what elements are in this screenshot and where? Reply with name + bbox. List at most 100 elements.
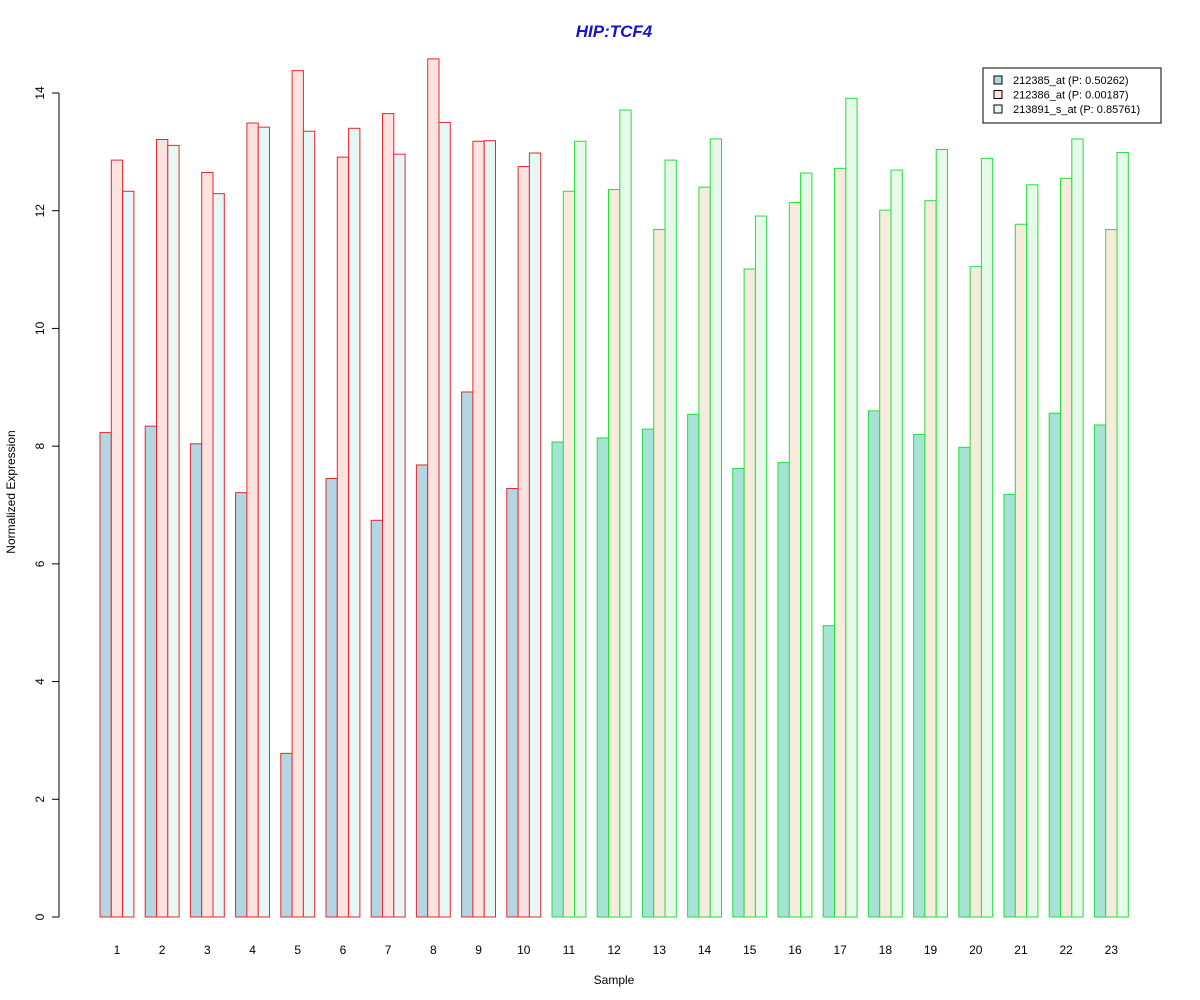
- bar-series-2: [1060, 177, 1073, 918]
- bar-series-1: [777, 462, 790, 918]
- bar-series-2: [1014, 223, 1028, 918]
- bar-series-1: [913, 433, 926, 918]
- x-tick-label: 9: [475, 943, 482, 957]
- bar-series-3: [574, 140, 587, 918]
- bar-series-3: [348, 127, 361, 918]
- x-tick-label: 4: [249, 943, 256, 957]
- bar-series-1: [551, 441, 564, 918]
- bar-series-3: [1116, 151, 1129, 918]
- x-tick-label: 2: [159, 943, 166, 957]
- x-tick-label: 10: [517, 943, 531, 957]
- bar-series-1: [415, 464, 429, 918]
- bar-series-1: [1048, 412, 1061, 918]
- bar-series-1: [958, 446, 971, 918]
- bar-series-2: [472, 140, 485, 918]
- bar-series-2: [110, 159, 124, 918]
- y-tick-label: 10: [33, 321, 47, 335]
- bar-series-2: [562, 190, 576, 918]
- bar-series-2: [788, 201, 802, 918]
- x-tick-label: 14: [698, 943, 712, 957]
- bar-series-2: [156, 138, 169, 918]
- bar-series-3: [438, 121, 451, 918]
- x-axis-labels: 1 2 3 4 5 6 7 8 9 10 11 12 13 14 15 16 17 18 19 20 21 22 23: [114, 943, 1119, 957]
- bar-series-3: [302, 130, 316, 918]
- legend-swatch: [993, 104, 1003, 114]
- x-tick-label: 16: [788, 943, 802, 957]
- bar-series-1: [1093, 424, 1107, 918]
- bar-series-2: [743, 268, 756, 918]
- bar-series-2: [201, 171, 214, 918]
- sample-group: [867, 169, 903, 918]
- sample-group: [235, 122, 271, 918]
- bar-series-2: [653, 229, 666, 918]
- x-tick-label: 21: [1014, 943, 1028, 957]
- sample-group: [325, 127, 361, 918]
- bar-series-3: [528, 152, 542, 918]
- bar-series-3: [935, 149, 949, 918]
- x-tick-label: 20: [969, 943, 983, 957]
- sample-group: [822, 97, 858, 918]
- bar-series-1: [280, 752, 293, 918]
- bar-series-2: [879, 209, 892, 918]
- legend: 212385_at (P: 0.50262) 212386_at (P: 0.00…: [982, 67, 1162, 124]
- bar-series-3: [257, 126, 271, 918]
- bar-series-1: [867, 410, 881, 918]
- bar-series-3: [619, 109, 632, 918]
- bar-series-3: [1026, 184, 1039, 918]
- sample-group: [596, 109, 632, 918]
- x-tick-label: 17: [833, 943, 847, 957]
- y-tick-label: 8: [33, 442, 47, 449]
- bar-series-3: [980, 157, 994, 918]
- bar-series-3: [1071, 138, 1084, 918]
- x-tick-label: 22: [1059, 943, 1073, 957]
- legend-box: [982, 67, 1162, 124]
- bar-series-1: [235, 492, 248, 918]
- bar-series-3: [122, 190, 135, 918]
- bar-series-3: [709, 138, 723, 918]
- y-tick-label: 14: [33, 86, 47, 100]
- sample-group: [913, 149, 949, 918]
- y-tick-label: 12: [33, 204, 47, 218]
- bar-series-1: [325, 478, 338, 918]
- bar-series-2: [698, 186, 711, 918]
- x-tick-label: 5: [294, 943, 301, 957]
- sample-group: [958, 157, 994, 918]
- bar-series-3: [393, 153, 406, 918]
- bar-series-2: [834, 167, 847, 918]
- sample-group: [687, 138, 723, 918]
- x-tick-label: 15: [743, 943, 757, 957]
- legend-swatch: [993, 90, 1003, 99]
- sample-group: [415, 58, 451, 918]
- sample-group: [551, 140, 587, 918]
- x-tick-label: 12: [607, 943, 621, 957]
- x-tick-label: 3: [204, 943, 211, 957]
- bar-series-2: [608, 189, 621, 918]
- y-tick-label: 4: [33, 678, 47, 685]
- legend-label: 213891_s_at (P: 0.85761): [1013, 104, 1140, 116]
- sample-group: [777, 172, 813, 918]
- x-tick-label: 11: [563, 943, 576, 957]
- bar-series-3: [664, 159, 677, 918]
- x-tick-label: 6: [340, 943, 347, 957]
- bar-series-1: [189, 443, 203, 918]
- sample-group: [1003, 184, 1039, 918]
- y-axis: 0 2 4 6 8 10 12 14: [33, 86, 60, 920]
- bar-series-1: [99, 432, 112, 918]
- sample-group: [280, 70, 316, 918]
- bar-series-1: [822, 625, 836, 918]
- sample-group: [370, 113, 406, 918]
- bars-layer: [99, 58, 1129, 918]
- sample-group: [1048, 138, 1084, 918]
- x-axis-title: Sample: [594, 973, 635, 987]
- bar-series-2: [246, 122, 259, 918]
- x-tick-label: 13: [653, 943, 667, 957]
- sample-group: [641, 159, 677, 918]
- bar-series-1: [370, 519, 384, 918]
- legend-swatch: [993, 75, 1003, 85]
- sample-group: [189, 171, 225, 918]
- bar-series-2: [336, 156, 350, 918]
- bar-series-1: [144, 425, 157, 918]
- bar-series-2: [517, 166, 530, 918]
- x-tick-label: 23: [1105, 943, 1119, 957]
- y-tick-label: 0: [33, 913, 47, 920]
